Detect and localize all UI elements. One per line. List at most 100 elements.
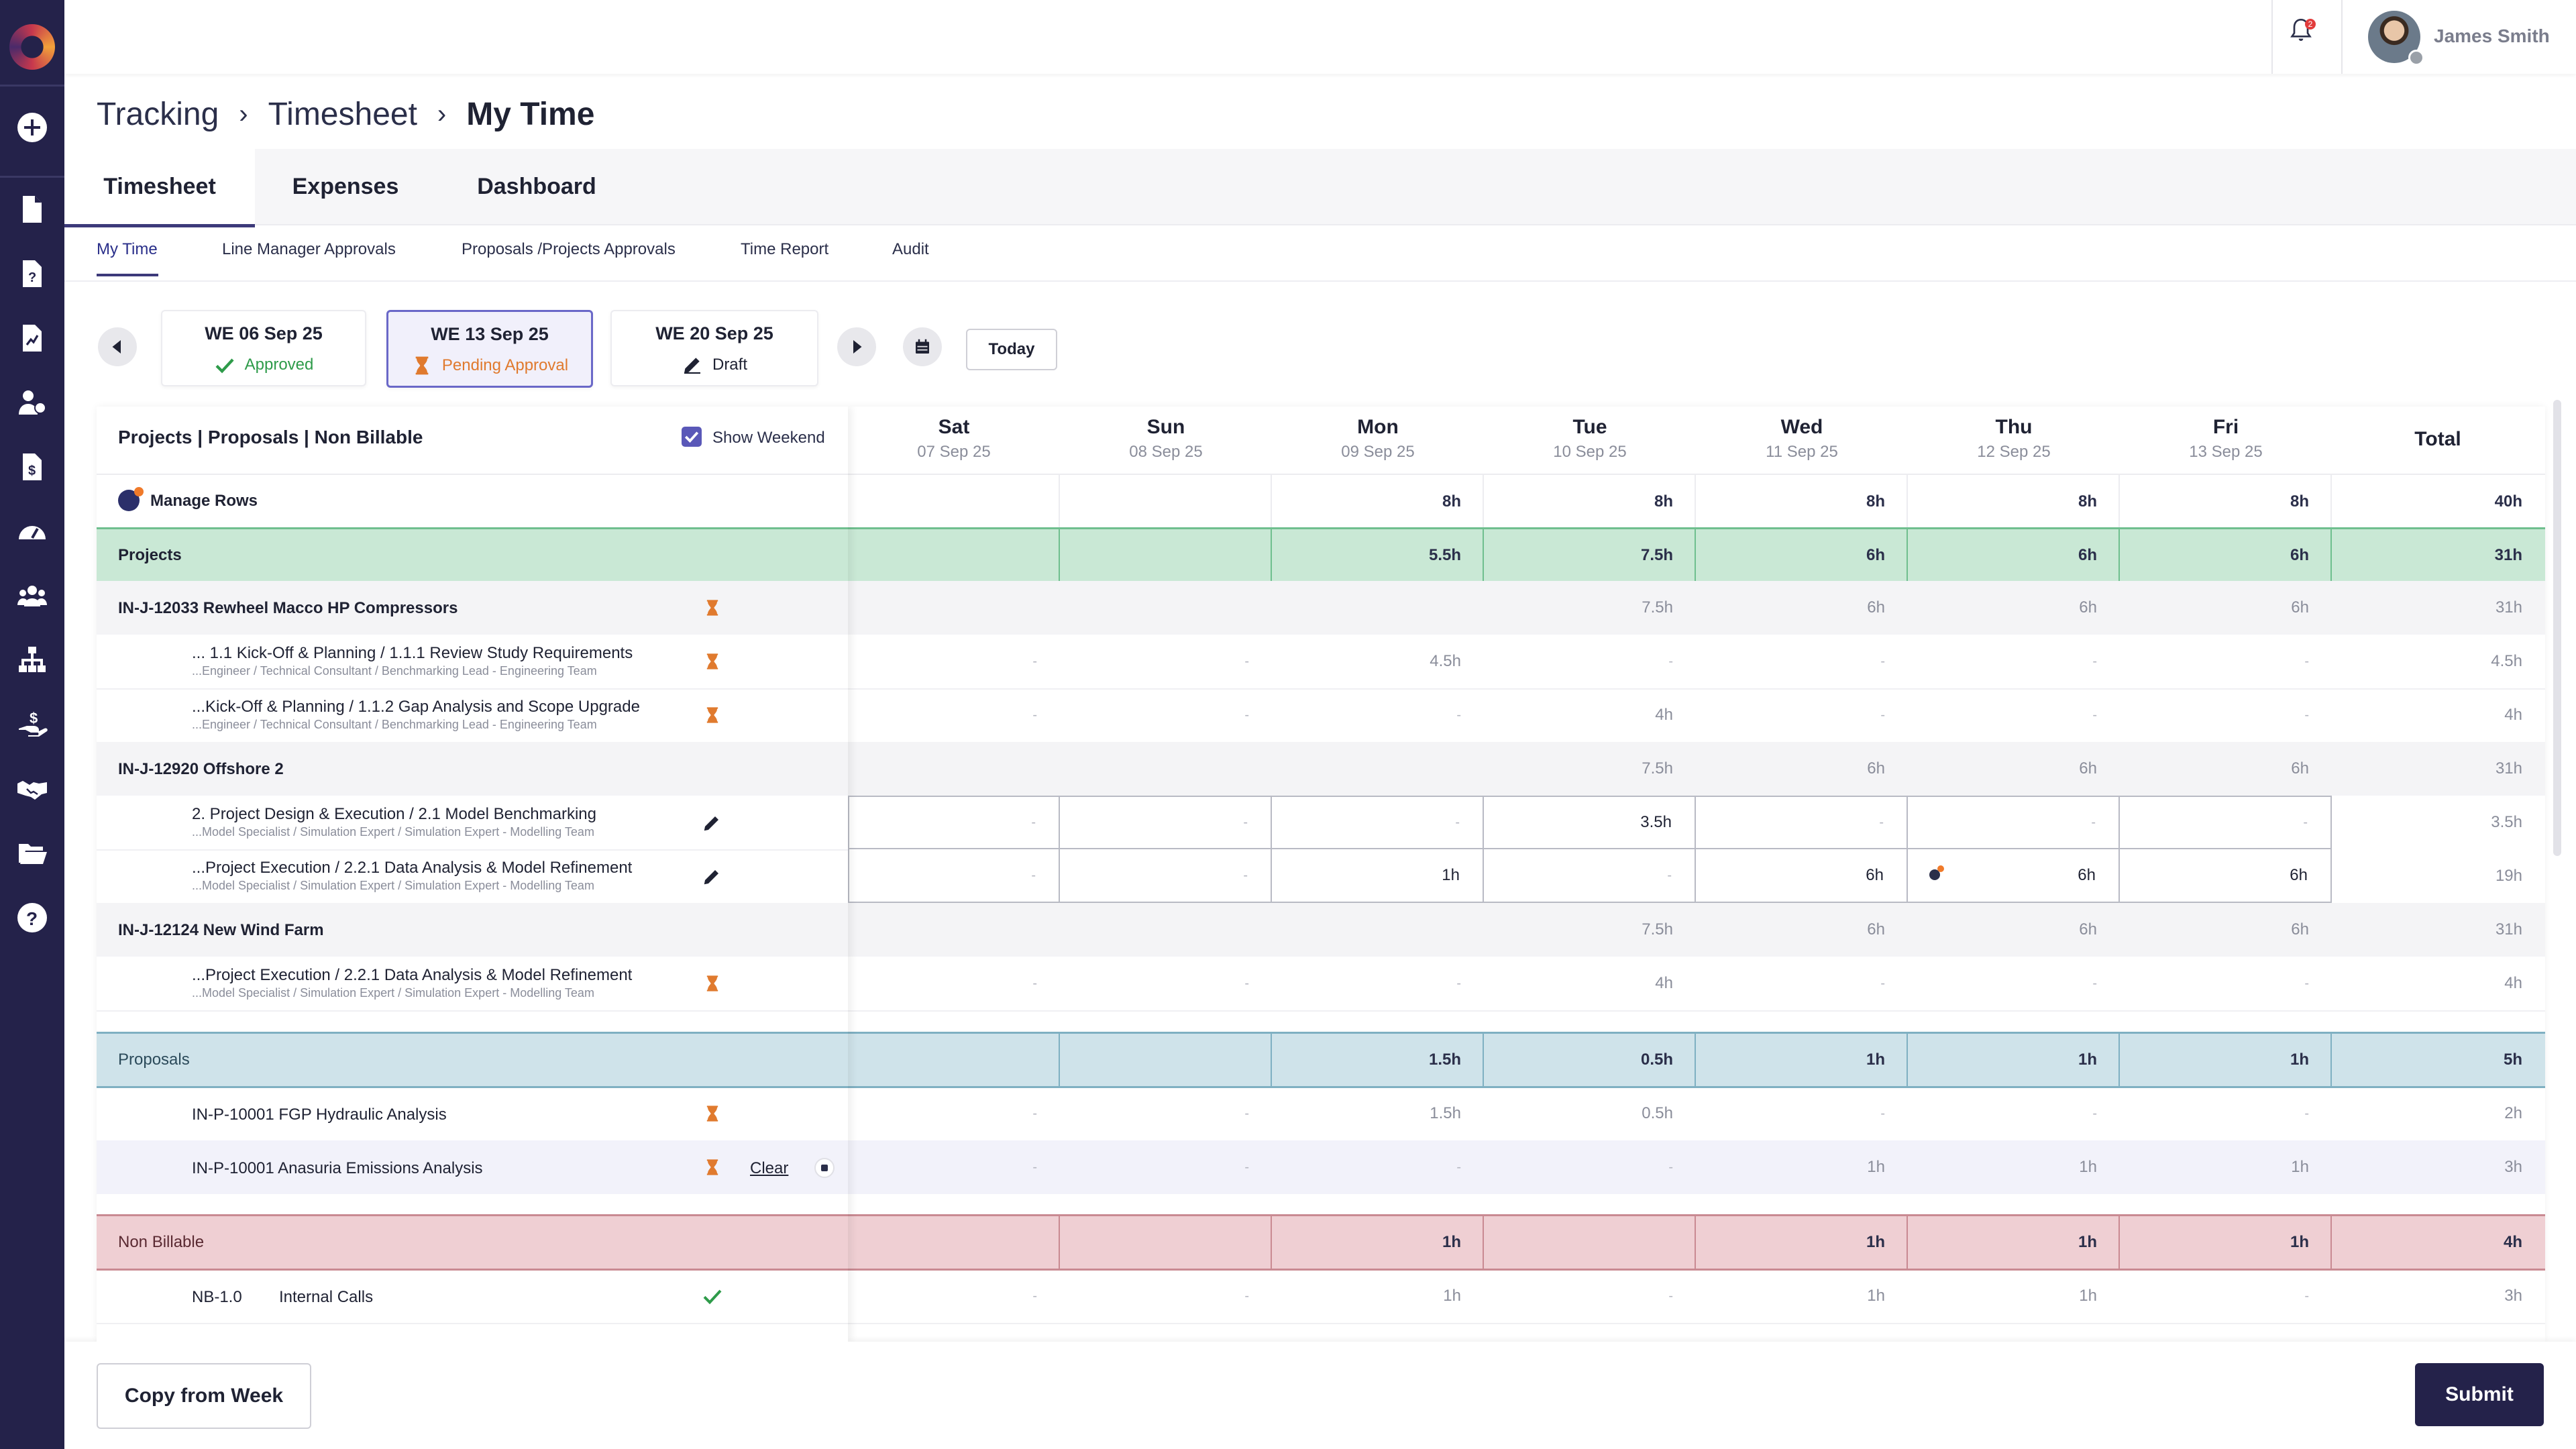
time-input-cell[interactable]: - — [1907, 796, 2120, 849]
folder-open-icon[interactable] — [13, 835, 51, 872]
time-cell[interactable]: - — [1456, 1159, 1461, 1175]
time-cell[interactable]: 1h — [2079, 1287, 2097, 1305]
time-cell[interactable]: 1h — [1867, 1158, 1885, 1176]
time-cell[interactable]: 1h — [2079, 1158, 2097, 1176]
edit-pencil-icon[interactable] — [702, 867, 722, 887]
hand-dollar-icon[interactable]: $ — [13, 706, 51, 743]
time-cell[interactable]: - — [1032, 1159, 1037, 1175]
next-week-button[interactable] — [837, 327, 876, 366]
time-cell[interactable]: - — [1032, 707, 1037, 722]
time-cell[interactable]: - — [1032, 653, 1037, 669]
time-input-cell[interactable]: 3.5h — [1483, 796, 1696, 849]
org-chart-icon[interactable] — [13, 641, 51, 679]
users-group-icon[interactable] — [13, 577, 51, 614]
document-question-icon[interactable]: ? — [13, 255, 51, 292]
vertical-scrollbar[interactable] — [2553, 400, 2561, 856]
time-input-cell[interactable]: - — [1271, 796, 1484, 849]
breadcrumb-timesheet[interactable]: Timesheet — [268, 96, 417, 132]
time-cell[interactable]: - — [2304, 707, 2309, 722]
subtab-my-time[interactable]: My Time — [97, 240, 158, 258]
app-logo[interactable] — [9, 24, 55, 70]
time-cell[interactable]: 4h — [1655, 974, 1673, 992]
time-input-cell[interactable]: 1h — [1271, 849, 1484, 903]
time-cell[interactable]: - — [1032, 1288, 1037, 1303]
time-input-cell[interactable]: - — [1059, 849, 1272, 903]
document-icon[interactable] — [13, 191, 51, 228]
dashboard-gauge-icon[interactable] — [13, 513, 51, 550]
time-cell[interactable]: - — [1244, 1288, 1249, 1303]
calendar-button[interactable] — [903, 327, 942, 366]
time-cell[interactable]: - — [1668, 1288, 1673, 1303]
time-input-cell[interactable]: - — [1059, 796, 1272, 849]
breadcrumb-tracking[interactable]: Tracking — [97, 96, 219, 132]
time-cell[interactable]: - — [1456, 975, 1461, 991]
subtab-time-report[interactable]: Time Report — [741, 240, 829, 258]
time-cell[interactable]: - — [1032, 1106, 1037, 1121]
time-input-cell[interactable]: - — [1695, 796, 1908, 849]
time-cell[interactable]: 1h — [1867, 1287, 1885, 1305]
time-cell[interactable]: 1h — [2291, 1158, 2309, 1176]
time-cell[interactable]: 1h — [1443, 1287, 1461, 1305]
time-cell[interactable]: - — [1880, 1106, 1885, 1121]
time-cell[interactable]: 4.5h — [1430, 652, 1461, 670]
time-cell[interactable]: - — [2304, 653, 2309, 669]
time-input-cell[interactable]: - — [848, 796, 1060, 849]
tab-timesheet[interactable]: Timesheet — [64, 149, 255, 227]
time-input-cell[interactable]: - — [848, 849, 1060, 903]
time-cell[interactable]: - — [1244, 707, 1249, 722]
time-cell[interactable]: - — [1032, 975, 1037, 991]
time-cell[interactable]: - — [1880, 707, 1885, 722]
notifications-bell-icon[interactable]: 2 — [2288, 17, 2321, 51]
project-label[interactable]: IN-J-12124 New Wind Farm — [118, 921, 324, 939]
show-weekend-checkbox[interactable] — [682, 427, 702, 447]
subtab-audit[interactable]: Audit — [892, 240, 929, 258]
time-cell[interactable]: - — [1244, 1106, 1249, 1121]
document-dollar-icon[interactable]: $ — [13, 448, 51, 486]
week-card-0[interactable]: WE 06 Sep 25 Approved — [161, 310, 366, 386]
time-cell[interactable]: 1.5h — [1430, 1104, 1461, 1122]
copy-from-week-button[interactable]: Copy from Week — [97, 1363, 311, 1429]
time-input-cell[interactable]: 6h — [1907, 849, 2120, 903]
time-cell[interactable]: - — [1456, 707, 1461, 722]
clear-button[interactable]: Clear — [750, 1159, 789, 1177]
time-cell[interactable]: - — [2092, 653, 2097, 669]
tab-dashboard[interactable]: Dashboard — [477, 173, 596, 199]
time-cell[interactable]: - — [2304, 975, 2309, 991]
time-cell[interactable]: - — [1668, 653, 1673, 669]
edit-pencil-icon[interactable] — [702, 813, 722, 833]
document-chart-icon[interactable] — [13, 319, 51, 357]
time-cell[interactable]: - — [2304, 1106, 2309, 1121]
time-input-cell[interactable]: - — [1483, 849, 1696, 903]
user-name[interactable]: James Smith — [2434, 25, 2550, 46]
handshake-icon[interactable] — [13, 770, 51, 808]
time-input-cell[interactable]: - — [2118, 796, 2332, 849]
project-label[interactable]: IN-J-12033 Rewheel Macco HP Compressors — [118, 599, 458, 617]
subtab-line-manager-approvals[interactable]: Line Manager Approvals — [222, 240, 396, 258]
week-card-1[interactable]: WE 13 Sep 25 Pending Approval — [386, 310, 593, 388]
time-cell[interactable]: 4h — [1655, 706, 1673, 724]
manage-rows-button[interactable]: Manage Rows — [150, 492, 258, 510]
time-cell[interactable]: - — [1880, 975, 1885, 991]
time-input-cell[interactable]: 6h — [1695, 849, 1908, 903]
user-clock-icon[interactable] — [13, 384, 51, 421]
time-cell[interactable]: - — [1880, 653, 1885, 669]
submit-button[interactable]: Submit — [2415, 1363, 2544, 1426]
time-input-cell[interactable]: 6h — [2118, 849, 2332, 903]
comment-icon[interactable] — [1929, 869, 1940, 880]
help-icon[interactable]: ? — [13, 899, 51, 936]
project-label[interactable]: IN-J-12920 Offshore 2 — [118, 760, 284, 778]
time-cell[interactable]: 0.5h — [1642, 1104, 1673, 1122]
previous-week-button[interactable] — [98, 327, 137, 366]
time-cell[interactable]: - — [2092, 975, 2097, 991]
time-cell[interactable]: - — [1244, 653, 1249, 669]
time-cell[interactable]: - — [2304, 1288, 2309, 1303]
time-cell[interactable]: - — [1668, 1159, 1673, 1175]
row-remove-button[interactable] — [814, 1158, 835, 1178]
time-cell[interactable]: - — [1244, 1159, 1249, 1175]
time-cell[interactable]: - — [2092, 1106, 2097, 1121]
time-cell[interactable]: - — [2092, 707, 2097, 722]
week-card-2[interactable]: WE 20 Sep 25 Draft — [610, 310, 818, 386]
subtab-proposals-projects-approvals[interactable]: Proposals /Projects Approvals — [462, 240, 676, 258]
tab-expenses[interactable]: Expenses — [292, 173, 399, 199]
today-button[interactable]: Today — [966, 329, 1057, 370]
